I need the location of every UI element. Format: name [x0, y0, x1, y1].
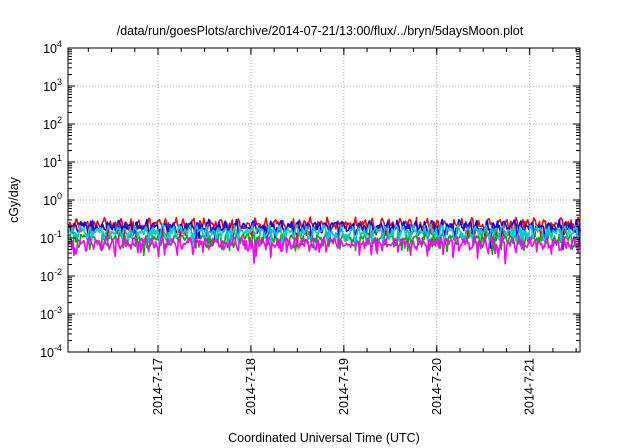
- series-line: [67, 223, 581, 252]
- x-tick-label: 2014-7-19: [337, 358, 351, 415]
- y-tick-label: 101: [43, 153, 62, 170]
- grid: [68, 48, 580, 352]
- series-group: [67, 216, 581, 265]
- y-tick-label: 102: [43, 115, 62, 132]
- series-line: [67, 218, 581, 250]
- y-tick-label: 100: [43, 191, 62, 208]
- y-tick-label: 103: [43, 77, 62, 94]
- plot-frame: [67, 47, 581, 353]
- y-tick-label: 10-4: [40, 343, 62, 360]
- y-axis-label: cGy/day: [7, 176, 21, 223]
- x-tick-label: 2014-7-21: [523, 358, 537, 415]
- y-tick-label: 10-2: [40, 267, 62, 284]
- y-tick-label: 10-1: [40, 229, 62, 246]
- x-tick-label: 2014-7-18: [244, 358, 258, 415]
- x-tick-label: 2014-7-17: [151, 358, 165, 415]
- y-tick-label: 10-3: [40, 305, 62, 322]
- x-tick-label: 2014-7-20: [430, 358, 444, 415]
- y-tick-label: 104: [43, 39, 62, 56]
- chart-title: /data/run/goesPlots/archive/2014-07-21/1…: [117, 24, 524, 38]
- series-line: [67, 234, 581, 265]
- x-axis-label: Coordinated Universal Time (UTC): [228, 431, 420, 445]
